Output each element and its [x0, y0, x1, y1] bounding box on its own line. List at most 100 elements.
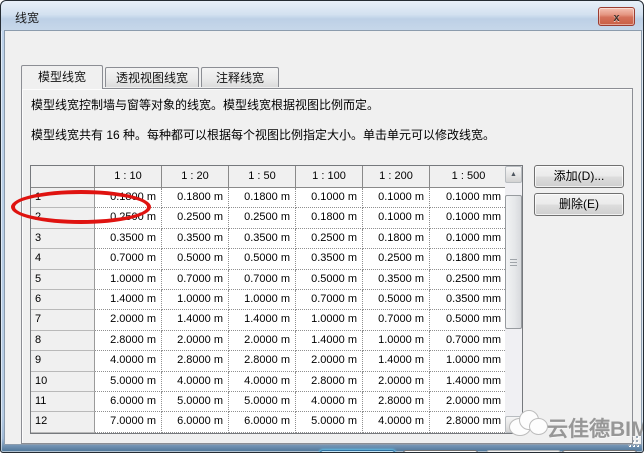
line-width-cell[interactable]: 6.0000 m [229, 412, 296, 433]
row-number-cell[interactable]: 8 [31, 330, 95, 352]
line-width-cell[interactable]: 0.2500 m [363, 249, 430, 270]
tab-2[interactable]: 透视视图线宽 [105, 67, 199, 87]
line-width-cell[interactable]: 0.1800 m [296, 208, 363, 229]
line-width-cell[interactable]: 1.0000 m [162, 289, 229, 311]
scroll-down-button[interactable]: ▼ [505, 416, 522, 433]
tab-1[interactable]: 模型线宽 [21, 65, 103, 89]
line-width-cell[interactable]: 2.8000 m [162, 351, 229, 372]
cancel-button[interactable]: 取消 [403, 450, 478, 452]
close-button[interactable]: x [598, 7, 635, 26]
row-number-cell[interactable]: 4 [31, 249, 95, 270]
line-width-cell[interactable]: 1.4000 m [162, 310, 229, 331]
row-number-cell[interactable]: 3 [31, 228, 95, 250]
line-width-cell[interactable]: 0.1800 m [95, 188, 162, 209]
line-width-cell[interactable]: 2.0000 m [363, 371, 430, 392]
line-width-cell[interactable]: 0.2500 m [296, 228, 363, 250]
line-width-cell[interactable]: 0.7000 m [229, 269, 296, 290]
delete-button[interactable]: 删除(E) [534, 193, 624, 216]
line-width-cell[interactable]: 0.1000 m [296, 188, 363, 209]
line-width-cell[interactable]: 0.1000 m [363, 188, 430, 209]
help-button[interactable] [562, 450, 637, 452]
line-width-cell[interactable]: 6.0000 m [162, 412, 229, 433]
line-width-cell[interactable]: 0.1800 m [229, 188, 296, 209]
line-width-cell[interactable]: 4.0000 m [162, 371, 229, 392]
line-width-cell[interactable]: 5.0000 m [229, 391, 296, 413]
row-number-cell[interactable]: 1 [31, 188, 95, 209]
line-width-cell[interactable]: 2.8000 m [229, 351, 296, 372]
line-width-cell[interactable]: 0.5000 mm [430, 310, 507, 331]
line-width-cell[interactable]: 1.4000 mm [430, 371, 507, 392]
line-width-cell[interactable]: 1.4000 m [229, 310, 296, 331]
row-number-cell[interactable]: 6 [31, 289, 95, 311]
row-number-cell[interactable]: 10 [31, 371, 95, 392]
line-width-cell[interactable]: 0.5000 m [162, 249, 229, 270]
line-width-cell[interactable]: 4.0000 m [229, 371, 296, 392]
line-width-cell[interactable]: 1.0000 m [296, 310, 363, 331]
line-width-cell[interactable]: 0.7000 m [296, 289, 363, 311]
row-number-cell[interactable]: 7 [31, 310, 95, 331]
line-width-cell[interactable]: 0.1000 mm [430, 208, 507, 229]
line-width-cell[interactable]: 2.8000 m [296, 371, 363, 392]
line-width-cell[interactable]: 1.0000 m [95, 269, 162, 290]
line-width-cell[interactable]: 2.0000 mm [430, 391, 507, 413]
line-width-cell[interactable]: 0.2500 m [95, 208, 162, 229]
line-width-cell[interactable]: 0.3500 mm [430, 289, 507, 311]
add-button[interactable]: 添加(D)... [534, 165, 624, 188]
row-number-cell[interactable]: 12 [31, 412, 95, 433]
vertical-scrollbar[interactable]: ▲ ▼ [505, 166, 522, 433]
line-width-cell[interactable]: 0.5000 m [363, 289, 430, 311]
line-width-cell[interactable]: 5.0000 m [95, 371, 162, 392]
line-width-cell[interactable]: 2.0000 m [296, 351, 363, 372]
line-width-cell[interactable]: 1.0000 m [229, 289, 296, 311]
line-width-cell[interactable]: 1.4000 m [296, 330, 363, 352]
line-width-cell[interactable]: 2.8000 mm [430, 412, 507, 433]
scroll-up-button[interactable]: ▲ [505, 166, 522, 183]
line-width-cell[interactable]: 0.3500 m [95, 228, 162, 250]
line-width-cell[interactable]: 0.2500 m [229, 208, 296, 229]
line-width-cell[interactable]: 0.1800 m [162, 188, 229, 209]
line-width-cell[interactable]: 0.7000 m [95, 249, 162, 270]
row-number-cell[interactable]: 2 [31, 208, 95, 229]
line-width-cell[interactable]: 1.4000 m [95, 289, 162, 311]
line-width-cell[interactable]: 0.1000 mm [430, 188, 507, 209]
line-width-cell[interactable]: 6.0000 m [95, 391, 162, 413]
line-width-cell[interactable]: 2.8000 m [95, 330, 162, 352]
line-width-cell[interactable]: 1.0000 m [363, 330, 430, 352]
line-width-cell[interactable]: 0.5000 m [296, 269, 363, 290]
row-number-cell[interactable]: 11 [31, 391, 95, 413]
line-width-cell[interactable]: 0.2500 m [162, 208, 229, 229]
line-width-cell[interactable]: 4.0000 m [363, 412, 430, 433]
line-width-cell[interactable]: 4.0000 m [95, 351, 162, 372]
titlebar[interactable]: 线宽 x [1, 1, 643, 31]
line-width-cell[interactable]: 0.3500 m [363, 269, 430, 290]
resize-grip-icon[interactable] [626, 434, 638, 446]
line-width-cell[interactable]: 0.1000 mm [430, 228, 507, 250]
line-width-cell[interactable]: 0.3500 m [162, 228, 229, 250]
line-width-cell[interactable]: 2.0000 m [95, 310, 162, 331]
line-width-cell[interactable]: 0.1800 mm [430, 249, 507, 270]
line-width-cell[interactable]: 0.7000 mm [430, 330, 507, 352]
line-width-cell[interactable]: 1.0000 mm [430, 351, 507, 372]
row-number-cell[interactable]: 9 [31, 351, 95, 372]
line-width-cell[interactable]: 0.2500 mm [430, 269, 507, 290]
line-width-cell[interactable]: 7.0000 m [95, 412, 162, 433]
line-width-cell[interactable]: 2.8000 m [363, 391, 430, 413]
line-width-cell[interactable]: 0.5000 m [229, 249, 296, 270]
line-width-cell[interactable]: 0.7000 m [162, 269, 229, 290]
tab-3[interactable]: 注释线宽 [201, 67, 279, 87]
line-width-cell[interactable]: 5.0000 m [162, 391, 229, 413]
table-row: 8 2.8000 m 2.0000 m 2.0000 m 1.4000 m 1.0000 … [31, 330, 507, 352]
line-width-cell[interactable]: 0.1000 m [363, 208, 430, 229]
line-width-cell[interactable]: 4.0000 m [296, 391, 363, 413]
line-width-cell[interactable]: 0.1800 m [363, 228, 430, 250]
ok-button[interactable]: 确定 [320, 450, 395, 452]
line-width-cell[interactable]: 2.0000 m [162, 330, 229, 352]
scrollbar-thumb[interactable] [505, 195, 522, 329]
line-width-cell[interactable]: 2.0000 m [229, 330, 296, 352]
row-number-cell[interactable]: 5 [31, 269, 95, 290]
line-width-cell[interactable]: 0.3500 m [229, 228, 296, 250]
line-width-cell[interactable]: 1.4000 m [363, 351, 430, 372]
line-width-cell[interactable]: 0.3500 m [296, 249, 363, 270]
line-width-cell[interactable]: 0.7000 m [363, 310, 430, 331]
line-width-cell[interactable]: 5.0000 m [296, 412, 363, 433]
